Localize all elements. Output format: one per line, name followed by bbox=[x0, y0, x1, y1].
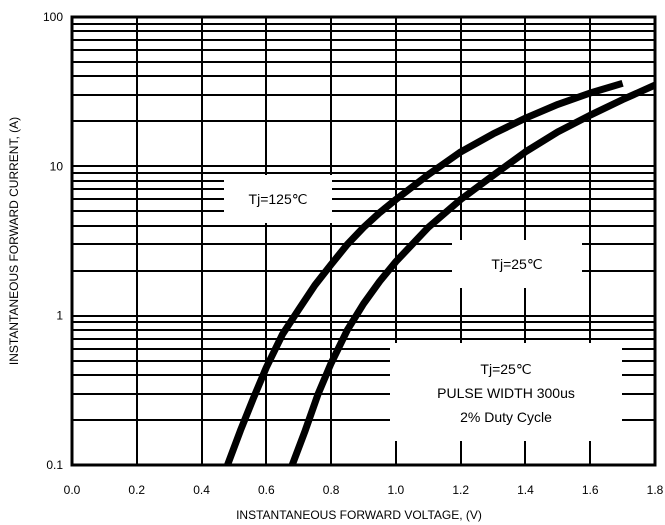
x-tick-label: 0.2 bbox=[128, 483, 145, 497]
annotation-line-3: 2% Duty Cycle bbox=[460, 409, 552, 425]
x-tick-label: 0.6 bbox=[258, 483, 275, 497]
plot-frame bbox=[70, 15, 657, 467]
x-tick-label: 0.8 bbox=[323, 483, 340, 497]
x-tick-label: 1.4 bbox=[517, 483, 534, 497]
series-group bbox=[224, 79, 657, 467]
x-tick-label: 1.8 bbox=[647, 483, 664, 497]
y-tick-label: 0.1 bbox=[46, 458, 63, 472]
annotation-tj25: Tj=25℃ bbox=[452, 240, 582, 288]
x-axis-title: INSTANTANEOUS FORWARD VOLTAGE, (V) bbox=[236, 508, 482, 522]
plot-border bbox=[70, 15, 657, 467]
annotations: Tj=125℃ Tj=25℃ Tj=25℃ PULSE WIDTH 300us … bbox=[224, 175, 622, 441]
y-tick-label: 100 bbox=[43, 10, 63, 24]
x-tick-label: 0.4 bbox=[193, 483, 210, 497]
x-tick-label: 1.2 bbox=[452, 483, 469, 497]
series-curve-tj25 bbox=[288, 81, 657, 467]
x-tick-label: 0.0 bbox=[64, 483, 81, 497]
y-tick-label: 10 bbox=[50, 159, 64, 173]
y-axis-title: INSTANTANEOUS FORWARD CURRENT, (A) bbox=[7, 117, 21, 365]
y-tick-label: 1 bbox=[56, 309, 63, 323]
annotation-test-conditions: Tj=25℃ PULSE WIDTH 300us 2% Duty Cycle bbox=[390, 343, 622, 441]
annotation-line-2: PULSE WIDTH 300us bbox=[437, 385, 575, 401]
grid bbox=[72, 17, 655, 465]
annotation-tj25-text: Tj=25℃ bbox=[491, 256, 542, 272]
series-curve-tj125 bbox=[224, 79, 624, 467]
annotation-tj125: Tj=125℃ bbox=[224, 175, 332, 223]
annotation-line-1: Tj=25℃ bbox=[480, 361, 531, 377]
tick-labels: 0.0 0.2 0.4 0.6 0.8 1.0 1.2 1.4 1.6 1.8 0.1 1 10 100 bbox=[43, 10, 664, 497]
x-tick-label: 1.6 bbox=[582, 483, 599, 497]
x-tick-label: 1.0 bbox=[388, 483, 405, 497]
annotation-tj125-text: Tj=125℃ bbox=[249, 191, 308, 207]
